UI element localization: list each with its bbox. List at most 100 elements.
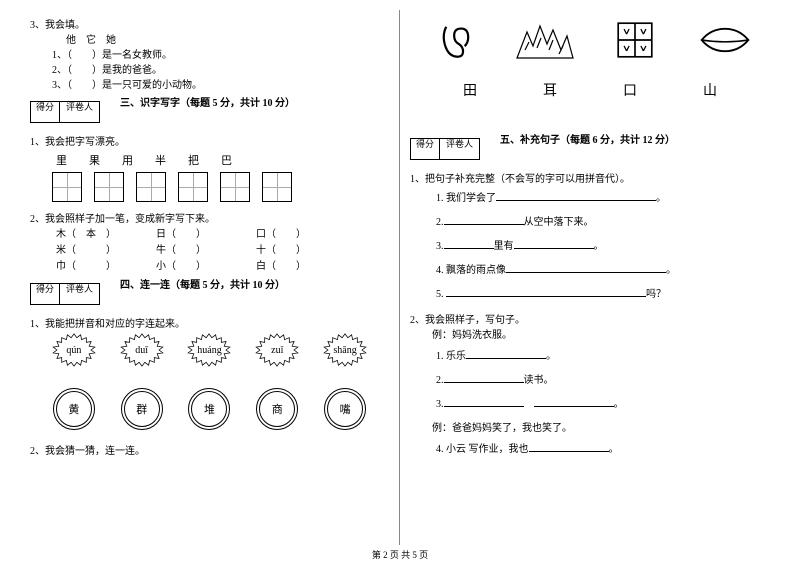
field-icon	[605, 15, 665, 65]
match-char: 耳	[543, 80, 557, 100]
pinyin-label: shāng	[333, 345, 356, 356]
grader-cell: 评卷人	[440, 138, 480, 160]
char: 半	[155, 152, 166, 168]
match-char: 田	[463, 80, 477, 100]
hanzi-ring: 黄	[53, 388, 95, 430]
blank	[534, 395, 614, 407]
hanzi-ring: 堆	[188, 388, 230, 430]
blank	[496, 189, 656, 201]
fill-21: 1. 乐乐 。	[436, 347, 770, 367]
score-cell: 得分	[30, 101, 60, 123]
q3-line1: 1、（ ）是一名女教师。	[30, 48, 389, 63]
hanzi-label: 嘴	[340, 401, 351, 417]
fill-text: 读书。	[524, 375, 554, 386]
blank	[444, 371, 524, 383]
pinyin-label: qún	[66, 345, 81, 356]
fill-22: 2. 读书。	[436, 371, 770, 391]
fill-text: 3.	[436, 399, 444, 410]
tian-grid	[220, 172, 250, 202]
hanzi-ring: 商	[256, 388, 298, 430]
section5-header: 得分 评卷人 五、补充句子（每题 6 分，共计 12 分）	[410, 130, 770, 164]
grid-row	[30, 172, 389, 202]
pinyin-label: duī	[135, 345, 148, 356]
char: 果	[89, 152, 100, 168]
score-cell: 得分	[410, 138, 440, 160]
fill-text: 。	[666, 265, 676, 276]
hanzi-label: 黄	[68, 401, 79, 417]
mountain-icon	[515, 15, 575, 65]
pinyin-label: zuǐ	[271, 345, 283, 356]
right-column: 田 耳 口 山 得分 评卷人 五、补充句子（每题 6 分，共计 12 分） 1、…	[400, 10, 780, 545]
stroke-row: 巾（ ） 小（ ） 白（ ）	[30, 259, 389, 275]
fill-text: 1. 乐乐	[436, 351, 466, 362]
fill-5: 5. 吗？	[436, 285, 770, 305]
fill-text: 3.	[436, 241, 444, 252]
fill-text: 。	[546, 351, 556, 362]
fill-text: 2.	[436, 375, 444, 386]
stroke-cell: 米（ ）	[56, 243, 156, 259]
tian-grid	[94, 172, 124, 202]
fill-24: 4. 小云 写作业，我也 。	[436, 440, 770, 460]
fill-4: 4. 飘落的雨点像。	[436, 261, 770, 281]
ear-icon	[425, 15, 485, 65]
fill-text: 。	[609, 444, 619, 455]
char-row: 里 果 用 半 把 巴	[30, 152, 389, 168]
section4-title: 四、连一连（每题 5 分，共计 10 分）	[120, 275, 285, 297]
page-container: 3、我会填。 他 它 她 1、（ ）是一名女教师。 2、（ ）是我的爸爸。 3、…	[0, 0, 800, 545]
icon-row	[410, 10, 770, 70]
blank	[444, 213, 524, 225]
score-box-5: 得分 评卷人	[410, 138, 480, 160]
example2: 例：爸爸妈妈笑了，我也笑了。	[410, 421, 770, 436]
stroke-cell: 牛（ ）	[156, 243, 256, 259]
fill-text: 。	[614, 399, 624, 410]
pinyin-burst: qún	[45, 332, 103, 368]
hanzi-label: 商	[272, 401, 283, 417]
pinyin-burst: huáng	[180, 332, 238, 368]
grader-cell: 评卷人	[60, 101, 100, 123]
s5-sub2: 2、我会照样子，写句子。	[410, 311, 770, 326]
char: 用	[122, 152, 133, 168]
tian-grid	[262, 172, 292, 202]
page-footer: 第 2 页 共 5 页	[0, 548, 800, 561]
score-cell: 得分	[30, 283, 60, 305]
q3-line2: 2、（ ）是我的爸爸。	[30, 63, 389, 78]
stroke-cell: 白（ ）	[256, 259, 356, 275]
s3-sub1: 1、我会把字写漂亮。	[30, 133, 389, 148]
s4-sub1: 1、我能把拼音和对应的字连起来。	[30, 315, 389, 330]
left-column: 3、我会填。 他 它 她 1、（ ）是一名女教师。 2、（ ）是我的爸爸。 3、…	[20, 10, 400, 545]
blank	[506, 261, 666, 273]
blank	[514, 237, 594, 249]
q3-title: 3、我会填。	[30, 16, 389, 31]
fill-text: 吗？	[646, 289, 666, 300]
s4-sub2: 2、我会猜一猜，连一连。	[30, 442, 389, 457]
fill-text: 1. 我们学会了	[436, 193, 496, 204]
stroke-cell: 小（ ）	[156, 259, 256, 275]
hanzi-ring: 群	[121, 388, 163, 430]
mouth-icon	[695, 15, 755, 65]
tian-grid	[178, 172, 208, 202]
pinyin-burst: duī	[113, 332, 171, 368]
fill-text: 4. 小云 写作业，我也	[436, 444, 529, 455]
grader-cell: 评卷人	[60, 283, 100, 305]
stroke-cell: 日（ ）	[156, 227, 256, 243]
s5-sub1: 1、把句子补充完整（不会写的字可以用拼音代）。	[410, 170, 770, 185]
stroke-cell: 木（ 本 ）	[56, 227, 156, 243]
pinyin-burst: shāng	[316, 332, 374, 368]
char: 巴	[221, 152, 232, 168]
match-char: 山	[703, 80, 717, 100]
fill-2: 2.从空中落下来。	[436, 213, 770, 233]
hanzi-row: 黄 群 堆 商 嘴	[30, 388, 389, 430]
fill-text: 。	[656, 193, 666, 204]
match-char: 口	[623, 80, 637, 100]
char: 把	[188, 152, 199, 168]
stroke-row: 米（ ） 牛（ ） 十（ ）	[30, 243, 389, 259]
blank	[444, 395, 524, 407]
q3-line3: 3、（ ）是一只可爱的小动物。	[30, 78, 389, 93]
score-box-3: 得分 评卷人	[30, 101, 100, 123]
char: 里	[56, 152, 67, 168]
blank	[444, 237, 494, 249]
stroke-row: 木（ 本 ） 日（ ） 口（ ）	[30, 227, 389, 243]
s3-sub2: 2、我会照样子加一笔，变成新字写下来。	[30, 210, 389, 225]
pinyin-burst: zuǐ	[248, 332, 306, 368]
fill-text: 里有	[494, 241, 514, 252]
